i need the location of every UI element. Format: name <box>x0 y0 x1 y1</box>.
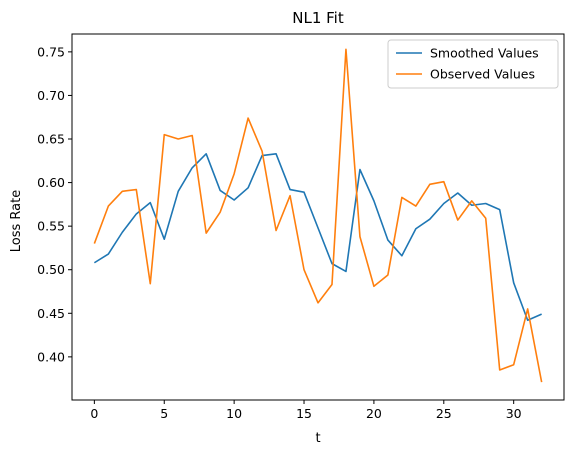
y-tick-label: 0.70 <box>37 88 65 103</box>
y-tick-label: 0.50 <box>37 262 65 277</box>
plot-frame <box>71 33 565 401</box>
x-tick-label: 5 <box>160 406 168 421</box>
y-tick-label: 0.65 <box>37 132 65 147</box>
x-axis-label: t <box>315 431 320 446</box>
y-tick-label: 0.55 <box>37 219 65 234</box>
y-axis: 0.40 0.45 0.50 0.55 0.60 0.65 0.70 0.75 <box>37 44 72 364</box>
plot-lines <box>93 48 543 383</box>
x-tick-label: 0 <box>90 406 98 421</box>
series-line-observed <box>93 48 543 383</box>
y-tick-label: 0.40 <box>37 349 65 364</box>
x-axis: 0 5 10 15 20 25 30 <box>90 400 522 421</box>
legend-box <box>387 39 559 89</box>
x-tick-label: 20 <box>366 406 382 421</box>
legend-label: Smoothed Values <box>430 46 539 61</box>
y-tick-label: 0.45 <box>37 306 65 321</box>
x-tick-label: 10 <box>226 406 242 421</box>
y-tick-label: 0.60 <box>37 175 65 190</box>
y-axis-label: Loss Rate <box>9 190 24 252</box>
x-tick-label: 15 <box>296 406 312 421</box>
y-tick-label: 0.75 <box>37 44 65 59</box>
legend-label: Observed Values <box>430 67 535 82</box>
legend: Smoothed Values Observed Values <box>387 39 559 89</box>
x-tick-label: 25 <box>436 406 452 421</box>
x-tick-label: 30 <box>506 406 522 421</box>
series-line-smoothed <box>93 153 542 322</box>
chart-title: NL1 Fit <box>292 9 344 27</box>
